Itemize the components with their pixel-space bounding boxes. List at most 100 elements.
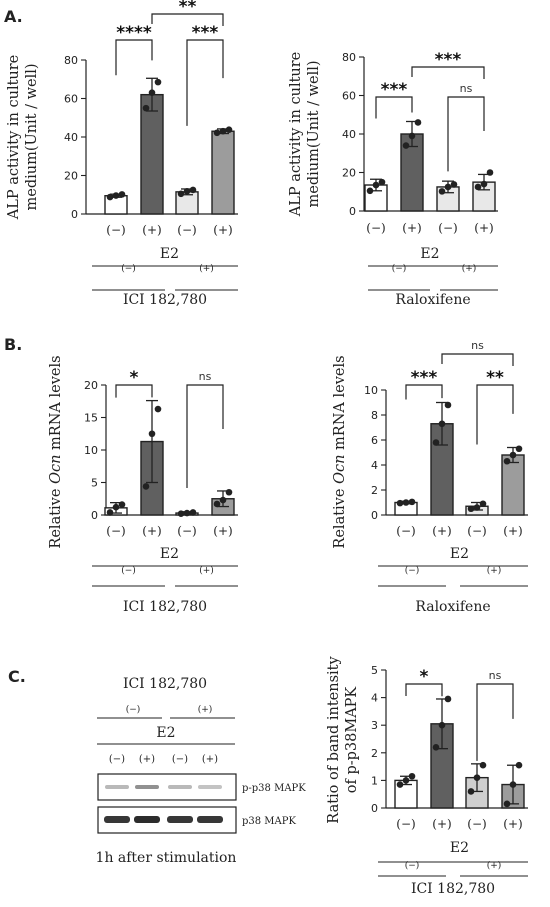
chart-b-raloxifene: 0 2 4 6 8 10 Relative Ocn mRNA levels (−) (+) (−)… [332, 339, 528, 615]
data-point [432, 439, 440, 446]
significance-label: *** [192, 23, 219, 43]
y-tick-label: 80 [342, 51, 356, 64]
data-point [118, 501, 126, 508]
group-label: Raloxifene [395, 292, 470, 308]
data-point [396, 499, 404, 507]
blot-caption: 1h after stimulation [96, 850, 237, 866]
group-label: ICI 182,780 [123, 599, 207, 615]
data-point [438, 188, 446, 195]
significance-bracket [115, 384, 153, 398]
y-tick-label: 5 [371, 664, 378, 677]
y-tick-label: 0 [371, 802, 378, 815]
blot-title: ICI 182,780 [123, 676, 207, 692]
x-tick-label: (−) [177, 524, 196, 538]
data-point [450, 181, 458, 188]
data-point [479, 761, 487, 769]
y-axis-label-part: Ocn [48, 455, 64, 484]
data-point [213, 500, 221, 508]
group-label: ICI 182,780 [123, 292, 207, 308]
y-tick-label: 0 [91, 509, 98, 522]
panel-label-a: A. [4, 7, 23, 26]
band [198, 785, 222, 789]
significance-bracket [476, 384, 514, 445]
x-tick-label: (+) [432, 524, 451, 538]
y-tick-label: 8 [371, 409, 378, 422]
band-label-phospho: p-p38 MAPK [242, 783, 306, 794]
significance-bracket [186, 39, 224, 126]
data-point [486, 169, 494, 176]
data-point [378, 178, 386, 186]
x-tick-label: (−) [396, 524, 415, 538]
significance-bracket [151, 13, 224, 26]
subgroup-label: (−) [121, 263, 136, 274]
factor-label: E2 [420, 246, 439, 262]
y-tick-label: 40 [342, 128, 356, 141]
data-point [183, 509, 191, 517]
bar [211, 130, 235, 215]
data-point [142, 104, 150, 112]
x-tick-label: (−) [177, 223, 196, 237]
subgroup-label: (−) [405, 860, 420, 871]
band [135, 785, 159, 789]
data-point [503, 457, 511, 465]
group-label: Raloxifene [415, 599, 490, 615]
significance-bracket [186, 384, 224, 488]
significance-bracket [405, 384, 443, 400]
significance-label: * [420, 667, 429, 687]
band [197, 816, 223, 823]
y-tick-label: 6 [371, 434, 378, 447]
panel-label-c: C. [8, 667, 26, 686]
band [104, 816, 130, 823]
significance-bracket [441, 353, 514, 366]
y-tick-label: 60 [64, 93, 78, 106]
data-point [515, 445, 523, 453]
data-point [444, 183, 452, 191]
y-axis-label-part: mRNA levels [332, 355, 348, 454]
significance-label: *** [435, 50, 462, 70]
significance-bracket [375, 96, 413, 119]
data-point [219, 127, 227, 135]
western-blot: ICI 182,780 (−) (+) E2 (−) (+) (−) (+) p… [96, 676, 307, 866]
data-point [414, 119, 422, 126]
data-point [432, 743, 440, 751]
data-point [177, 510, 185, 517]
y-axis-label: Relative Ocn mRNA levels [332, 355, 348, 548]
x-tick-label: (−) [106, 524, 125, 538]
x-tick-label: (+) [402, 221, 421, 235]
band [167, 816, 193, 823]
data-point [148, 89, 156, 97]
group-label: ICI 182,780 [411, 881, 495, 897]
blot-subgroup-label: (+) [198, 704, 213, 715]
data-point [467, 788, 475, 795]
y-tick-label: 15 [84, 412, 98, 425]
data-point [225, 488, 233, 496]
bands-phospho [105, 785, 222, 789]
band [168, 785, 192, 789]
data-point [480, 180, 488, 188]
data-point [402, 777, 410, 784]
data-point [444, 695, 452, 703]
y-tick-label: 0 [349, 205, 356, 218]
y-axis-label-part: mRNA levels [48, 355, 64, 454]
significance-bracket [411, 66, 485, 79]
data-point [474, 183, 482, 191]
y-tick-label: 20 [64, 170, 78, 183]
y-axis-label: ALP activity in culture medium(Unit / wel… [288, 52, 322, 218]
data-point [225, 126, 233, 133]
y-tick-label: 20 [342, 167, 356, 180]
significance-label: *** [381, 80, 408, 100]
x-tick-label: (+) [213, 524, 232, 538]
subgroup-label: (+) [487, 860, 502, 871]
subgroup-label: (−) [392, 263, 407, 274]
significance-label: ns [471, 339, 484, 352]
x-tick-label: (−) [438, 221, 457, 235]
significance-bracket [115, 39, 153, 76]
y-tick-label: 10 [84, 444, 98, 457]
data-point [112, 192, 120, 199]
data-point [473, 774, 481, 781]
y-axis-label-line: Ratio of band intensity [326, 656, 342, 824]
y-tick-label: 5 [91, 477, 98, 490]
subgroup-label: (−) [405, 565, 420, 576]
y-tick-label: 1 [371, 774, 378, 787]
y-tick-label: 2 [371, 747, 378, 760]
